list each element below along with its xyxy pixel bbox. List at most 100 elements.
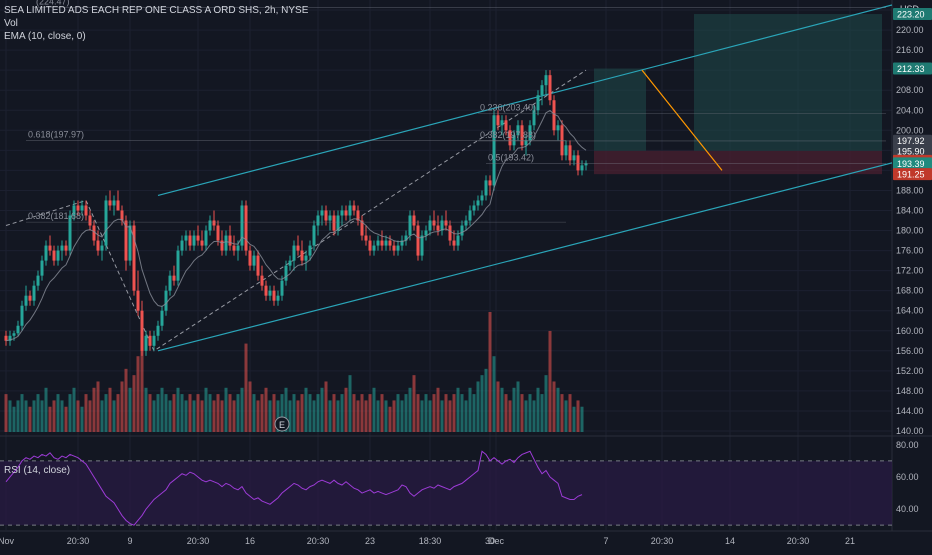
candle[interactable] xyxy=(492,110,496,191)
candle[interactable] xyxy=(88,210,92,231)
candle[interactable] xyxy=(200,230,204,251)
candle[interactable] xyxy=(24,285,28,311)
candle[interactable] xyxy=(80,200,84,216)
earnings-marker-text[interactable]: E xyxy=(279,420,285,430)
candle[interactable] xyxy=(8,330,12,346)
candle[interactable] xyxy=(416,220,420,261)
candle[interactable] xyxy=(440,215,444,236)
candle[interactable] xyxy=(56,245,60,266)
candle[interactable] xyxy=(16,320,20,336)
candle[interactable] xyxy=(180,235,184,256)
candle[interactable] xyxy=(388,235,392,251)
candle[interactable] xyxy=(68,210,72,256)
candle[interactable] xyxy=(376,235,380,251)
candle[interactable] xyxy=(192,230,196,251)
candle[interactable] xyxy=(524,135,528,156)
drawing-overlays[interactable] xyxy=(5,4,893,352)
candle[interactable] xyxy=(360,215,364,241)
channel-lower-line[interactable] xyxy=(157,162,893,352)
candle[interactable] xyxy=(152,330,156,351)
candle[interactable] xyxy=(104,195,108,251)
candle[interactable] xyxy=(108,190,112,211)
candle[interactable] xyxy=(348,200,352,221)
candle[interactable] xyxy=(72,200,76,221)
candle[interactable] xyxy=(352,200,356,216)
candle[interactable] xyxy=(368,235,372,256)
candle[interactable] xyxy=(224,230,228,256)
candle[interactable] xyxy=(444,210,448,231)
candle[interactable] xyxy=(584,160,588,171)
candle[interactable] xyxy=(548,70,552,106)
earnings-marker[interactable] xyxy=(274,416,290,432)
long-position-target-zone-2[interactable] xyxy=(594,68,646,151)
candle[interactable] xyxy=(284,260,288,286)
candle[interactable] xyxy=(400,235,404,251)
candle[interactable] xyxy=(364,225,368,246)
candle[interactable] xyxy=(272,285,276,306)
candle[interactable] xyxy=(404,230,408,246)
candle[interactable] xyxy=(460,220,464,241)
long-position-target-zone[interactable] xyxy=(694,14,882,151)
candle[interactable] xyxy=(280,275,284,301)
candle[interactable] xyxy=(164,285,168,316)
candle[interactable] xyxy=(204,225,208,251)
candle[interactable] xyxy=(532,105,536,131)
candle[interactable] xyxy=(36,270,40,291)
swing-dashed-path[interactable] xyxy=(5,69,587,352)
candle[interactable] xyxy=(212,210,216,231)
candle[interactable] xyxy=(580,160,584,176)
candle[interactable] xyxy=(124,215,128,271)
candle[interactable] xyxy=(484,175,488,201)
candle[interactable] xyxy=(336,210,340,236)
vol-label[interactable]: Vol xyxy=(4,18,18,29)
candle[interactable] xyxy=(300,240,304,266)
candle[interactable] xyxy=(256,250,260,281)
candle[interactable] xyxy=(260,265,264,291)
candle[interactable] xyxy=(412,210,416,231)
rsi-axis[interactable]: 80.00 60.00 40.00 xyxy=(896,440,919,514)
candle[interactable] xyxy=(116,190,120,211)
candle[interactable] xyxy=(20,300,24,331)
candle[interactable] xyxy=(344,205,348,221)
candle[interactable] xyxy=(420,230,424,261)
candle[interactable] xyxy=(48,235,52,256)
candle[interactable] xyxy=(4,330,8,346)
candle[interactable] xyxy=(448,220,452,246)
ema-label[interactable]: EMA (10, close, 0) xyxy=(4,31,86,42)
candle[interactable] xyxy=(268,285,272,301)
candle[interactable] xyxy=(428,215,432,236)
candle[interactable] xyxy=(252,250,256,271)
candle[interactable] xyxy=(312,220,316,251)
candle[interactable] xyxy=(64,240,68,256)
candle[interactable] xyxy=(132,220,136,296)
candle[interactable] xyxy=(172,265,176,286)
candle[interactable] xyxy=(188,230,192,251)
candle[interactable] xyxy=(516,120,520,141)
candle[interactable] xyxy=(84,200,88,221)
candle[interactable] xyxy=(184,230,188,251)
candle[interactable] xyxy=(488,175,492,196)
candle[interactable] xyxy=(228,225,232,251)
candle[interactable] xyxy=(508,125,512,151)
candle[interactable] xyxy=(232,235,236,256)
candle[interactable] xyxy=(160,305,164,331)
candle[interactable] xyxy=(432,210,436,231)
candle[interactable] xyxy=(288,255,292,271)
rsi-pane[interactable] xyxy=(0,450,892,526)
candle[interactable] xyxy=(276,290,280,306)
descending-trendline[interactable] xyxy=(641,69,723,171)
candle[interactable] xyxy=(564,140,568,161)
candle[interactable] xyxy=(100,240,104,261)
candlesticks[interactable] xyxy=(4,70,588,356)
candle[interactable] xyxy=(496,110,500,131)
candle[interactable] xyxy=(144,330,148,356)
candle[interactable] xyxy=(328,210,332,231)
candle[interactable] xyxy=(92,220,96,246)
candle[interactable] xyxy=(540,80,544,106)
candle[interactable] xyxy=(208,215,212,236)
rsi-label[interactable]: RSI (14, close) xyxy=(4,465,71,476)
candle[interactable] xyxy=(536,90,540,116)
candle[interactable] xyxy=(304,250,308,271)
